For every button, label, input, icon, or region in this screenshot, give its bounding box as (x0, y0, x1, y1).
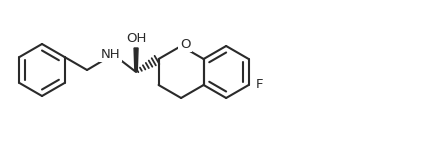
Text: O: O (180, 38, 190, 50)
Polygon shape (134, 48, 138, 71)
Text: NH: NH (101, 47, 120, 60)
Text: F: F (256, 78, 264, 92)
Text: OH: OH (126, 31, 146, 45)
